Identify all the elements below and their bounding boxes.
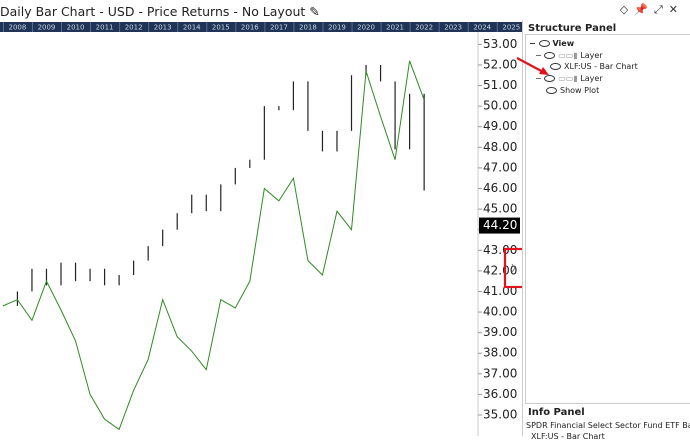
x-tick-label: 2017 bbox=[270, 24, 288, 32]
chart-title: Daily Bar Chart - USD - Price Returns - … bbox=[0, 4, 320, 19]
x-tick-label: 2022 bbox=[415, 24, 433, 32]
edit-icon[interactable]: ✎ bbox=[309, 4, 320, 19]
expand[interactable]: ⤢ bbox=[653, 3, 669, 16]
y-tick-label: 47.00 bbox=[483, 160, 517, 174]
tree-box: − View − ▭▭▮ Layer XLF:US - Bar Chart − … bbox=[525, 34, 690, 404]
tree-item[interactable]: Show Plot bbox=[546, 86, 599, 95]
highlight-box bbox=[503, 247, 522, 289]
title-text: Daily Bar Chart - USD - Price Returns - … bbox=[0, 4, 306, 19]
x-tick-label: 2015 bbox=[212, 24, 230, 32]
window-icons: ◇📌⤢✕ bbox=[619, 3, 684, 16]
y-tick-label: 48.00 bbox=[483, 140, 517, 154]
chart: 35.0036.0037.0038.0039.0040.0041.0042.00… bbox=[0, 22, 522, 436]
info-line: SPDR Financial Select Sector Fund ETF Ba… bbox=[526, 421, 690, 430]
x-tick-label: 2025 bbox=[502, 24, 520, 32]
x-tick-label: 2021 bbox=[386, 24, 404, 32]
x-tick-label: 2023 bbox=[444, 24, 462, 32]
price-line bbox=[2, 60, 425, 431]
x-tick-label: 2014 bbox=[183, 24, 201, 32]
collapse-chevron[interactable] bbox=[511, 263, 516, 273]
pin[interactable]: 📌 bbox=[634, 3, 654, 16]
y-tick-label: 53.00 bbox=[483, 37, 517, 51]
y-tick-label: 52.00 bbox=[483, 57, 517, 71]
y-tick-label: 51.00 bbox=[483, 78, 517, 92]
structure-panel: Structure Panel − View − ▭▭▮ Layer XLF:U… bbox=[516, 20, 690, 404]
panel-title: Info Panel bbox=[528, 407, 585, 418]
info-panel: Info Panel SPDR Financial Select Sector … bbox=[522, 404, 690, 441]
x-tick-label: 2024 bbox=[473, 24, 491, 32]
tree-label: Layer bbox=[580, 74, 603, 83]
y-tick-label: 49.00 bbox=[483, 119, 517, 133]
y-tick-label: 42.00 bbox=[483, 263, 517, 277]
y-tick-label: 40.00 bbox=[483, 305, 517, 319]
y-tick-label: 38.00 bbox=[483, 346, 517, 360]
tree-label: View bbox=[552, 39, 575, 48]
x-tick-label: 2016 bbox=[241, 24, 259, 32]
y-tick-label: 45.00 bbox=[483, 202, 517, 216]
y-tick-label: 50.00 bbox=[483, 99, 517, 113]
y-tick-label: 36.00 bbox=[483, 387, 517, 401]
x-tick-label: 2020 bbox=[357, 24, 375, 32]
y-tick-label: 35.00 bbox=[483, 408, 517, 422]
x-tick-label: 2019 bbox=[328, 24, 346, 32]
y-tick-label: 37.00 bbox=[483, 366, 517, 380]
price-axis: 35.0036.0037.0038.0039.0040.0041.0042.00… bbox=[478, 37, 520, 422]
tree-item[interactable]: − ▭▭▮ Layer bbox=[535, 51, 603, 60]
x-tick-label: 2018 bbox=[299, 24, 317, 32]
tree-label: XLF:US - Bar Chart bbox=[564, 62, 638, 71]
close[interactable]: ✕ bbox=[668, 3, 684, 16]
info-line: XLF:US - Bar Chart bbox=[531, 432, 605, 441]
tree-label: Show Plot bbox=[560, 86, 600, 95]
tree-label: Layer bbox=[580, 51, 603, 60]
x-tick-label: 2009 bbox=[38, 24, 56, 32]
x-tick-label: 2011 bbox=[96, 24, 114, 32]
tree-item[interactable]: − View bbox=[529, 39, 575, 48]
tree-item[interactable]: − ▭▭▮ Layer bbox=[535, 74, 603, 83]
x-tick-label: 2012 bbox=[125, 24, 143, 32]
plot-area bbox=[2, 60, 425, 431]
red-arrow bbox=[516, 57, 549, 75]
x-tick-label: 2013 bbox=[154, 24, 172, 32]
x-tick-label: 2008 bbox=[9, 24, 27, 32]
y-tick-label: 43.00 bbox=[483, 243, 517, 257]
last-price-label: 44.20 bbox=[483, 218, 517, 232]
x-tick-label: 2010 bbox=[67, 24, 85, 32]
year-strip bbox=[0, 22, 522, 32]
panel-title: Structure Panel bbox=[528, 23, 617, 34]
y-tick-label: 46.00 bbox=[483, 181, 517, 195]
last-price-box bbox=[479, 217, 520, 234]
tree-item[interactable]: XLF:US - Bar Chart bbox=[550, 62, 638, 71]
y-tick-label: 39.00 bbox=[483, 325, 517, 339]
